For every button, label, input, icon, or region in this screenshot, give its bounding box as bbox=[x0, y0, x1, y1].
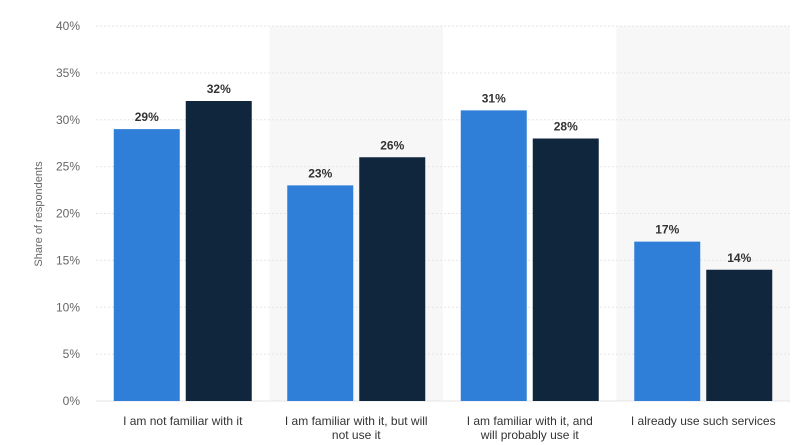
bar[interactable] bbox=[532, 138, 599, 402]
y-tick-label: 40% bbox=[56, 19, 80, 33]
y-tick-label: 35% bbox=[56, 66, 80, 80]
data-label: 26% bbox=[380, 138, 404, 152]
x-axis-labels: I am not familiar with it I am familiar w… bbox=[123, 414, 776, 442]
y-axis-title: Share of respondents bbox=[33, 161, 45, 267]
data-label: 29% bbox=[135, 110, 159, 124]
bar[interactable] bbox=[287, 185, 354, 401]
bar[interactable] bbox=[185, 101, 252, 401]
bar[interactable] bbox=[706, 269, 773, 401]
bar[interactable] bbox=[634, 241, 701, 401]
y-tick-label: 20% bbox=[56, 207, 80, 221]
y-tick-label: 30% bbox=[56, 113, 80, 127]
x-tick-label: I am familiar with it, but will not use i… bbox=[285, 414, 428, 442]
bar[interactable] bbox=[113, 129, 180, 401]
x-tick-label: I am not familiar with it bbox=[123, 414, 243, 428]
data-label: 23% bbox=[308, 166, 332, 180]
data-label: 32% bbox=[207, 82, 231, 96]
data-label: 28% bbox=[554, 120, 578, 134]
x-tick-label: I already use such services bbox=[631, 414, 776, 428]
bar[interactable] bbox=[359, 157, 426, 401]
bar[interactable] bbox=[460, 110, 527, 401]
y-tick-label: 10% bbox=[56, 300, 80, 314]
y-tick-label: 25% bbox=[56, 160, 80, 174]
y-axis-ticks: 0% 5% 10% 15% 20% 25% 30% 35% 40% bbox=[56, 19, 80, 408]
data-label: 31% bbox=[482, 91, 506, 105]
y-tick-label: 15% bbox=[56, 253, 80, 267]
data-label: 17% bbox=[655, 223, 679, 237]
y-tick-label: 0% bbox=[63, 394, 81, 408]
data-labels: 29% 32% 23% 26% 31% 28% 17% 14% bbox=[135, 82, 752, 265]
bars bbox=[113, 101, 773, 402]
y-tick-label: 5% bbox=[63, 347, 81, 361]
x-tick-label: I am familiar with it, and will probably … bbox=[467, 414, 593, 442]
data-label: 14% bbox=[727, 251, 751, 265]
